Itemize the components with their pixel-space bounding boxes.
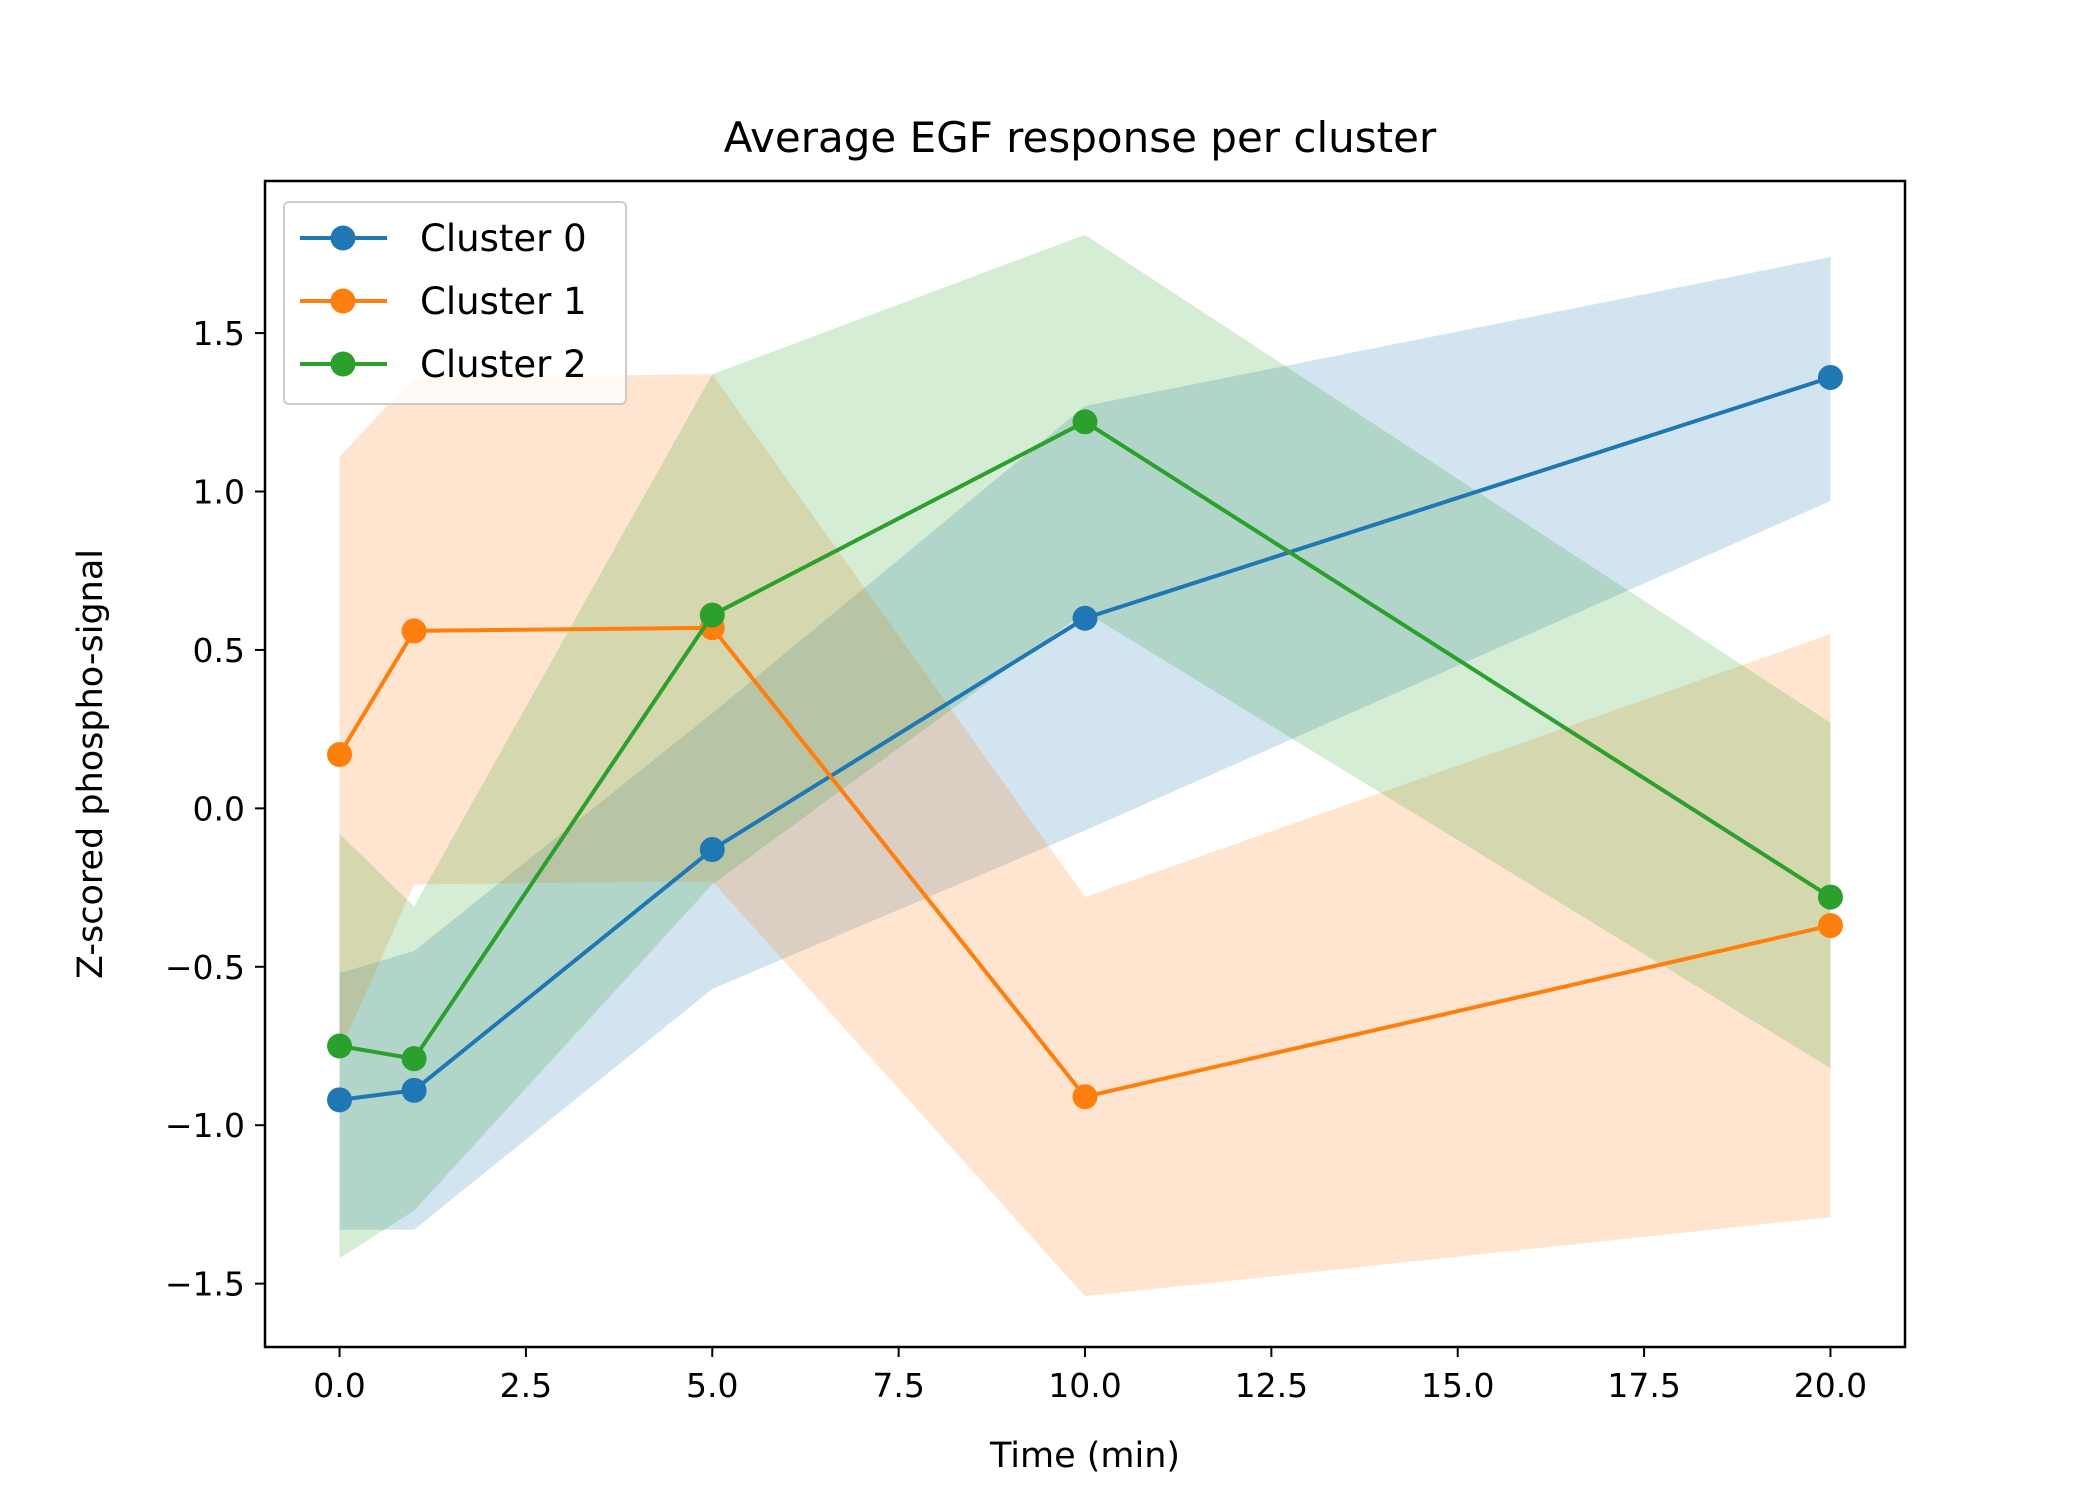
point-cluster-0-4 — [1817, 364, 1843, 390]
chart-title: Average EGF response per cluster — [724, 113, 1437, 162]
x-tick-label: 15.0 — [1421, 1366, 1494, 1405]
point-cluster-1-1 — [401, 618, 427, 644]
point-cluster-2-2 — [699, 602, 725, 628]
series-lines — [327, 364, 1843, 1113]
point-cluster-2-4 — [1817, 884, 1843, 910]
y-tick-label: 0.0 — [193, 789, 245, 828]
point-cluster-0-1 — [401, 1077, 427, 1103]
point-cluster-1-4 — [1817, 913, 1843, 939]
y-tick-label: −1.5 — [165, 1265, 245, 1304]
x-tick-label: 17.5 — [1607, 1366, 1680, 1405]
legend-frame — [283, 201, 627, 405]
y-tick-label: 1.0 — [193, 473, 245, 512]
point-cluster-2-1 — [401, 1046, 427, 1072]
legend: Cluster 0 Cluster 1 Cluster 2 — [283, 201, 627, 405]
legend-label-cluster-0: Cluster 0 — [420, 217, 587, 260]
x-tick-label: 10.0 — [1048, 1366, 1121, 1405]
band-cluster-2 — [339, 234, 1831, 1259]
point-cluster-0-0 — [327, 1087, 353, 1113]
point-cluster-1-3 — [1072, 1084, 1098, 1110]
x-tick-label: 20.0 — [1794, 1366, 1867, 1405]
x-tick-label: 0.0 — [313, 1366, 365, 1405]
point-cluster-2-3 — [1072, 409, 1098, 435]
legend-marker-cluster-1 — [330, 288, 356, 314]
y-tick-label: −0.5 — [165, 948, 245, 987]
y-tick-label: 0.5 — [193, 631, 245, 670]
point-cluster-0-3 — [1072, 605, 1098, 631]
x-tick-label: 7.5 — [872, 1366, 924, 1405]
y-axis-ticks: −1.5 −1.0 −0.5 0.0 0.5 1.0 1.5 — [165, 314, 265, 1304]
y-tick-label: 1.5 — [193, 314, 245, 353]
y-tick-label: −1.0 — [165, 1106, 245, 1145]
legend-marker-cluster-0 — [330, 225, 356, 251]
y-axis-label: Z-scored phospho-signal — [71, 549, 111, 979]
point-cluster-1-0 — [327, 741, 353, 767]
band-cluster-0 — [339, 257, 1831, 1230]
legend-label-cluster-1: Cluster 1 — [420, 280, 587, 323]
legend-label-cluster-2: Cluster 2 — [420, 343, 587, 386]
x-tick-label: 5.0 — [686, 1366, 738, 1405]
x-axis-ticks: 0.0 2.5 5.0 7.5 10.0 12.5 15.0 17.5 20.0 — [313, 1347, 1867, 1405]
x-tick-label: 12.5 — [1235, 1366, 1308, 1405]
x-tick-label: 2.5 — [500, 1366, 552, 1405]
legend-marker-cluster-2 — [330, 351, 356, 377]
point-cluster-0-2 — [699, 837, 725, 863]
point-cluster-2-0 — [327, 1033, 353, 1059]
x-axis-label: Time (min) — [989, 1436, 1180, 1476]
